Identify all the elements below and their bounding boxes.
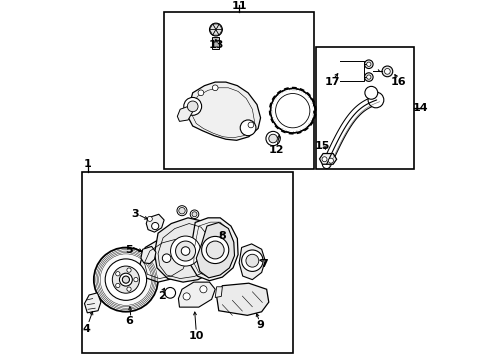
Circle shape (192, 212, 197, 217)
Polygon shape (190, 218, 238, 281)
Circle shape (245, 254, 258, 267)
Text: 17: 17 (324, 77, 339, 87)
Circle shape (122, 276, 129, 283)
Polygon shape (196, 222, 234, 278)
Polygon shape (239, 244, 264, 280)
Text: 7: 7 (260, 259, 267, 269)
Circle shape (183, 98, 201, 115)
Text: 2: 2 (158, 291, 165, 301)
Text: 16: 16 (389, 77, 405, 87)
Bar (315, 48, 413, 169)
Polygon shape (154, 218, 219, 282)
Circle shape (126, 287, 131, 291)
Polygon shape (177, 106, 192, 121)
Polygon shape (215, 287, 222, 297)
Circle shape (181, 247, 189, 255)
Circle shape (134, 278, 138, 282)
Circle shape (384, 68, 389, 74)
Text: 3: 3 (131, 209, 139, 219)
Text: 9: 9 (255, 320, 263, 330)
Circle shape (112, 266, 139, 293)
Circle shape (366, 62, 370, 66)
Circle shape (364, 60, 372, 68)
Circle shape (187, 101, 198, 112)
Circle shape (366, 75, 370, 79)
Circle shape (240, 120, 255, 136)
Circle shape (367, 92, 383, 108)
Circle shape (116, 283, 120, 288)
Text: 5: 5 (125, 245, 133, 255)
Polygon shape (178, 282, 215, 307)
Circle shape (177, 206, 186, 216)
Bar (82, 172, 292, 353)
Circle shape (212, 85, 218, 91)
Polygon shape (212, 24, 219, 30)
Circle shape (170, 236, 200, 266)
Circle shape (364, 73, 372, 81)
Bar (164, 12, 313, 169)
Circle shape (198, 90, 203, 96)
Polygon shape (84, 293, 101, 313)
Circle shape (206, 241, 224, 259)
Circle shape (247, 122, 253, 128)
Circle shape (105, 259, 146, 300)
Polygon shape (140, 234, 194, 282)
Circle shape (119, 273, 132, 286)
Circle shape (116, 271, 120, 276)
Text: 4: 4 (82, 324, 90, 334)
Circle shape (151, 222, 159, 230)
Polygon shape (188, 82, 260, 140)
Polygon shape (146, 214, 164, 232)
Circle shape (162, 254, 171, 262)
Polygon shape (209, 30, 216, 35)
Circle shape (241, 250, 263, 271)
Text: 13: 13 (208, 40, 223, 50)
Text: 1: 1 (84, 159, 92, 169)
Text: 15: 15 (314, 141, 329, 152)
Circle shape (147, 216, 152, 221)
Circle shape (175, 241, 195, 261)
Text: 10: 10 (188, 331, 203, 341)
Polygon shape (212, 30, 219, 35)
Text: 8: 8 (218, 231, 226, 241)
Polygon shape (216, 24, 222, 30)
Circle shape (179, 207, 185, 214)
Polygon shape (212, 37, 219, 49)
Polygon shape (319, 153, 336, 164)
Circle shape (322, 157, 326, 162)
Circle shape (126, 268, 131, 272)
Text: 14: 14 (411, 103, 427, 113)
Polygon shape (141, 246, 156, 264)
Circle shape (268, 134, 277, 143)
Circle shape (364, 86, 377, 99)
Text: 11: 11 (231, 1, 246, 11)
Circle shape (190, 210, 198, 219)
Circle shape (200, 286, 206, 293)
Text: 6: 6 (125, 316, 133, 327)
Polygon shape (209, 24, 216, 30)
Polygon shape (216, 283, 268, 315)
Circle shape (94, 247, 158, 312)
Circle shape (328, 158, 333, 163)
Circle shape (201, 237, 228, 264)
Polygon shape (216, 30, 222, 35)
Text: 12: 12 (268, 145, 284, 155)
Circle shape (183, 293, 190, 300)
Circle shape (381, 66, 392, 77)
